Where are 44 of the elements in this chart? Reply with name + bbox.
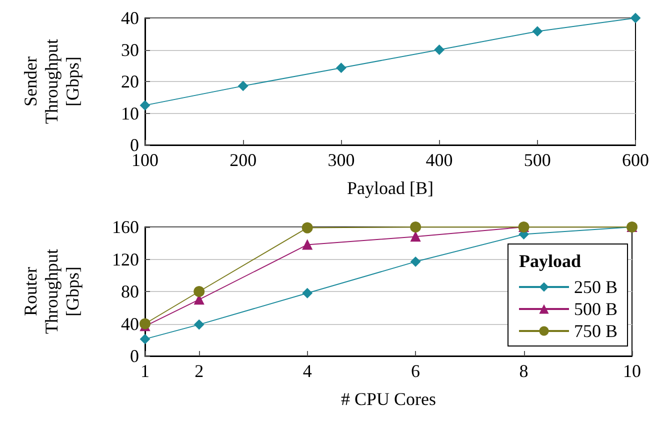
point <box>630 13 640 23</box>
x-tick-label: 10 <box>623 361 641 381</box>
y-tick-label: 30 <box>121 40 139 60</box>
point <box>302 222 313 234</box>
x-axis-title: # CPU Cores <box>340 389 436 409</box>
y-tick-label: 160 <box>112 217 139 237</box>
point <box>238 80 248 91</box>
point <box>140 318 150 330</box>
point <box>434 44 444 55</box>
y-tick-label: 40 <box>121 8 139 28</box>
legend-label: 750 B <box>574 321 618 341</box>
point <box>410 232 421 242</box>
x-axis-title: Payload [B] <box>347 178 434 198</box>
legend-title: Payload <box>519 251 582 271</box>
y-tick-label: 10 <box>121 103 139 124</box>
y-tick-label: 40 <box>121 314 139 334</box>
legend-label: 500 B <box>574 299 618 319</box>
point <box>532 26 542 36</box>
x-tick-label: 400 <box>426 150 453 170</box>
x-tick-label: 1 <box>140 361 150 381</box>
y-axis-title: Router Throughput [Gbps] <box>20 249 82 334</box>
point <box>302 240 312 250</box>
point <box>302 288 312 298</box>
x-tick-label: 600 <box>622 150 649 170</box>
x-tick-label: 300 <box>328 150 355 170</box>
y-tick-label: 20 <box>121 72 139 92</box>
y-tick-label: 0 <box>130 346 139 366</box>
point <box>336 62 346 73</box>
point <box>140 334 150 344</box>
x-tick-label: 500 <box>524 150 551 170</box>
x-tick-label: 8 <box>519 361 528 381</box>
point <box>410 256 421 267</box>
y-tick-label: 120 <box>112 249 139 270</box>
point <box>410 222 422 232</box>
x-tick-label: 4 <box>302 361 312 381</box>
legend-label: 250 B <box>574 277 618 297</box>
point <box>140 100 150 110</box>
point <box>194 286 205 297</box>
y-tick-label: 80 <box>121 282 139 302</box>
point <box>194 320 204 330</box>
x-tick-label: 200 <box>230 150 257 170</box>
x-tick-label: 6 <box>411 361 420 381</box>
y-axis-title: Sender Throughput [Gbps] <box>20 39 82 124</box>
x-tick-label: 2 <box>194 361 204 381</box>
